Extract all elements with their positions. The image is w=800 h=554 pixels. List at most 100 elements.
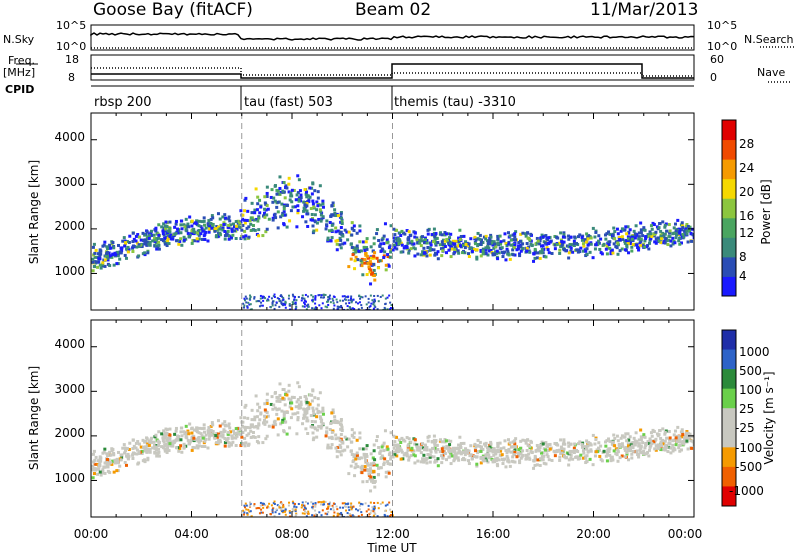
power-cell: [113, 251, 117, 255]
velocity-cell: [167, 449, 171, 453]
power-cell: [204, 230, 208, 234]
power-cell: [385, 238, 389, 242]
velocity-cell: [439, 454, 443, 458]
power-cell: [476, 244, 480, 248]
velocity-cell: [484, 453, 488, 457]
velocity-cell: [639, 444, 643, 448]
power-cell: [440, 254, 444, 258]
velocity-cell: [127, 447, 131, 451]
power-cell: [529, 242, 533, 246]
power-cell: [383, 250, 387, 254]
power-cell: [399, 234, 403, 238]
power-cell: [572, 241, 576, 245]
power-cell: [226, 229, 230, 233]
velocity-cell: [301, 504, 304, 507]
velocity-cell: [413, 454, 417, 458]
velocity-cell: [682, 442, 686, 446]
velocity-cell: [297, 385, 301, 389]
velocity-cell: [99, 473, 103, 477]
velocity-cbar-tick-25: 25: [739, 402, 754, 416]
velocity-cell: [650, 442, 654, 446]
velocity-cell: [511, 460, 515, 464]
velocity-cell: [269, 513, 272, 516]
velocity-cell: [496, 441, 500, 445]
velocity-cell: [137, 452, 141, 456]
velocity-cell: [692, 443, 694, 447]
velocity-cell: [202, 423, 206, 427]
power-cell: [155, 247, 159, 251]
power-cell: [292, 295, 295, 298]
power-cell: [407, 230, 411, 234]
velocity-cell: [467, 462, 471, 466]
velocity-cell: [575, 455, 579, 459]
power-cell: [377, 239, 381, 243]
velocity-cell: [628, 435, 632, 439]
power-cell: [193, 239, 197, 243]
velocity-cell: [394, 444, 398, 448]
power-cell: [304, 220, 308, 224]
velocity-cell: [249, 435, 253, 439]
power-cell: [107, 251, 111, 255]
power-cell: [489, 241, 493, 245]
power-cell: [570, 243, 574, 247]
power-cell: [533, 250, 537, 254]
power-cell: [345, 230, 349, 234]
power-cell: [459, 244, 463, 248]
velocity-cell: [372, 461, 376, 465]
velocity-cell: [673, 429, 677, 433]
velocity-cell: [333, 415, 337, 419]
velocity-cell: [300, 506, 303, 509]
power-cell: [328, 220, 332, 224]
velocity-cell: [252, 425, 256, 429]
velocity-cell: [263, 408, 267, 412]
power-cell: [490, 239, 494, 243]
velocity-cell: [264, 415, 268, 419]
velocity-cell: [369, 475, 373, 479]
velocity-cell: [98, 461, 102, 465]
velocity-cell: [648, 448, 652, 452]
power-cell: [198, 219, 202, 223]
velocity-cell: [631, 449, 635, 453]
power-cell: [475, 248, 479, 252]
power-cell: [319, 219, 323, 223]
power-cell: [162, 229, 166, 233]
velocity-cell: [337, 513, 340, 516]
power-cell: [358, 240, 362, 244]
velocity-cell: [681, 431, 685, 435]
power-cell: [160, 225, 164, 229]
velocity-cell: [290, 395, 294, 399]
velocity-cell: [375, 435, 379, 439]
power-cell: [152, 233, 156, 237]
power-cell: [423, 236, 427, 240]
power-cell: [293, 302, 296, 305]
power-cell: [289, 191, 293, 195]
velocity-cell: [663, 430, 667, 434]
velocity-cell: [226, 432, 230, 436]
velocity-cell: [372, 480, 376, 484]
power-cell: [521, 231, 525, 235]
power-cell: [339, 211, 343, 215]
velocity-cell: [685, 430, 689, 434]
power-cell: [276, 226, 280, 230]
power-cbar-swatch: [722, 237, 736, 258]
power-cell: [103, 240, 107, 244]
power-cell: [151, 239, 155, 243]
power-cell: [553, 234, 557, 238]
velocity-cell: [607, 450, 611, 454]
power-cell: [388, 244, 392, 248]
power-cell: [399, 250, 403, 254]
velocity-cell: [350, 440, 354, 444]
velocity-cell: [131, 446, 135, 450]
power-cell: [224, 231, 228, 235]
power-cell: [553, 243, 557, 247]
power-cell: [569, 249, 573, 253]
velocity-cell: [116, 461, 120, 465]
power-cell: [618, 237, 622, 241]
power-cell: [319, 209, 323, 213]
power-cell: [223, 237, 227, 241]
power-cell: [298, 189, 302, 193]
power-cell: [292, 188, 296, 192]
velocity-cell: [652, 440, 656, 444]
velocity-cell: [294, 510, 297, 513]
power-cell: [332, 295, 335, 298]
